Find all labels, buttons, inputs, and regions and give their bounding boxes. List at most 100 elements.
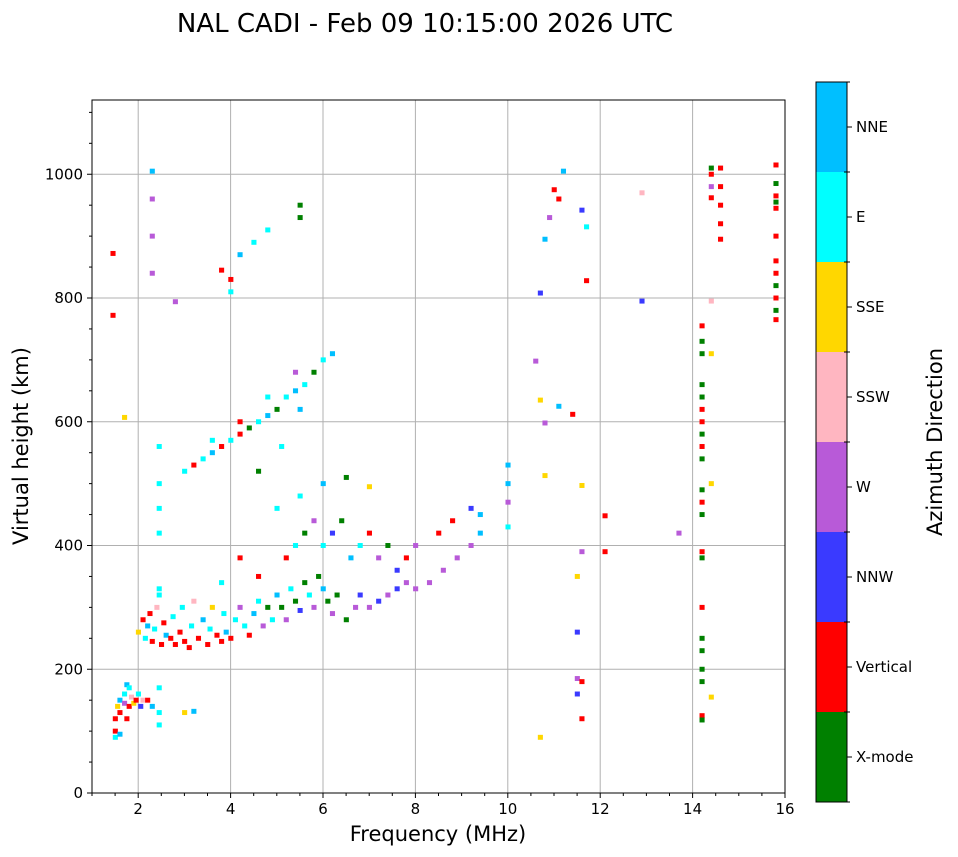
data-point (376, 555, 382, 561)
data-point (574, 573, 580, 579)
data-point (302, 530, 308, 536)
data-point (579, 483, 585, 488)
data-point (219, 444, 225, 449)
x-tick-label: 4 (226, 800, 236, 818)
data-point (256, 598, 262, 604)
data-point (209, 437, 215, 443)
colorbar-label: SSW (856, 388, 890, 406)
data-point (708, 184, 714, 190)
series-multiple-hop-trace (182, 351, 336, 474)
data-point (676, 530, 682, 536)
data-point (145, 697, 151, 703)
colorbar-swatch-sse (816, 262, 847, 352)
x-tick-label: 2 (133, 800, 143, 818)
x-tick-label: 12 (591, 800, 610, 818)
data-point (366, 530, 372, 536)
data-point (343, 617, 349, 623)
data-point (366, 484, 372, 490)
data-point (436, 530, 442, 536)
data-point (140, 617, 146, 623)
data-point (279, 444, 285, 449)
grid (92, 100, 786, 794)
data-point (320, 543, 326, 548)
data-point (699, 635, 705, 641)
data-point (320, 481, 326, 487)
data-point (140, 697, 146, 703)
data-point (426, 580, 433, 586)
data-point (773, 199, 779, 205)
data-point (699, 717, 705, 723)
colorbar-swatch-ssw (816, 352, 847, 442)
data-point (505, 499, 511, 505)
data-point (200, 456, 206, 462)
data-point (348, 555, 354, 561)
data-point (251, 239, 257, 245)
data-point (537, 290, 543, 296)
data-point (228, 635, 234, 641)
data-point (131, 700, 137, 706)
series-sporadic-high-echoes (149, 168, 682, 740)
colorbar-swatch-x-mode (816, 712, 847, 802)
colorbar-swatch-nne (816, 82, 847, 172)
y-axis-label: Virtual height (km) (9, 347, 33, 545)
series-channel-14-2-mhz (699, 165, 714, 723)
colorbar-label: W (856, 478, 871, 496)
data-point (699, 499, 705, 505)
y-tick-label: 400 (54, 537, 83, 555)
data-point (126, 685, 132, 691)
data-point (122, 691, 128, 697)
data-point (454, 555, 460, 561)
data-point (699, 604, 705, 610)
data-point (142, 635, 148, 641)
y-tick-label: 200 (54, 660, 83, 678)
data-point (117, 697, 123, 703)
data-point (228, 276, 234, 282)
data-point (209, 450, 215, 456)
data-point (122, 414, 128, 420)
data-point (292, 388, 299, 394)
data-point (117, 710, 123, 716)
data-point (718, 184, 724, 190)
data-point (302, 580, 308, 586)
data-point (126, 703, 132, 709)
data-point (602, 513, 608, 519)
data-point (156, 586, 162, 592)
series-f-layer-scattered (219, 474, 419, 586)
data-point (228, 437, 234, 443)
data-point (699, 323, 705, 329)
data-point (584, 278, 590, 284)
data-point (357, 592, 363, 598)
data-point (773, 181, 779, 187)
data-point (177, 629, 183, 635)
data-point (288, 586, 294, 592)
data-point (274, 406, 280, 412)
data-point (237, 431, 243, 437)
data-point (191, 708, 197, 714)
data-point (232, 617, 238, 623)
data-point (385, 592, 391, 598)
data-point (223, 629, 229, 635)
data-point (708, 165, 714, 171)
data-point (311, 518, 317, 524)
colorbar-swatch-w (816, 442, 847, 532)
data-point (292, 543, 299, 548)
data-point (237, 252, 243, 258)
data-point (297, 202, 303, 208)
data-point (556, 403, 562, 409)
x-tick-label: 16 (775, 800, 794, 818)
data-point (403, 555, 409, 561)
colorbar-label: NNW (856, 568, 893, 586)
data-point (156, 505, 162, 511)
data-point (122, 700, 128, 706)
data-point (773, 233, 779, 239)
data-point (394, 586, 400, 592)
colorbar-frame (815, 81, 848, 803)
data-point (579, 549, 585, 555)
data-point (533, 358, 539, 364)
data-point (191, 598, 197, 604)
data-point (251, 611, 257, 617)
colorbar-title: Azimuth Direction (923, 348, 947, 536)
data-point (699, 351, 705, 357)
data-point (505, 462, 511, 468)
data-point (265, 394, 271, 400)
